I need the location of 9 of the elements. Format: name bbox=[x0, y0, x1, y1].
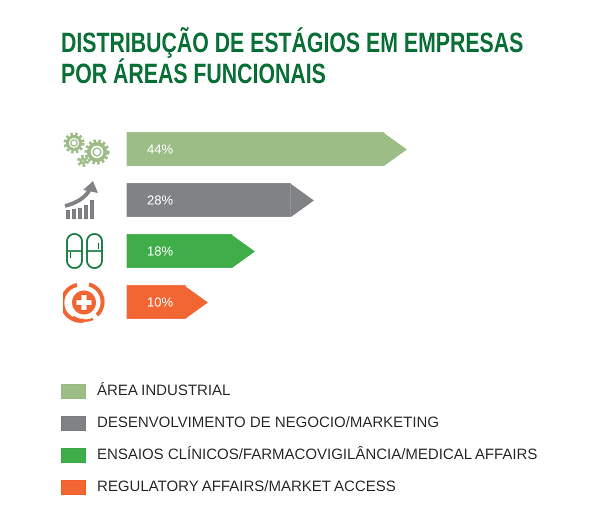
legend-label: DESENVOLVIMENTO DE NEGOCIO/MARKETING bbox=[97, 414, 439, 432]
chart-title: DISTRIBUÇÃO DE ESTÁGIOS EM EMPRESAS POR ÁREAS FUNCIONAIS bbox=[61, 27, 524, 89]
data-label: 10% bbox=[147, 294, 174, 310]
data-label: 44% bbox=[147, 142, 174, 157]
legend-label: REGULATORY AFFAIRS/MARKET ACCESS bbox=[97, 478, 396, 496]
data-label: 28% bbox=[147, 192, 174, 208]
legend-label: ÁREA INDUSTRIAL bbox=[97, 382, 230, 400]
legend-label: ENSAIOS CLÍNICOS/FARMACOVIGILÂNCIA/MEDICAL AFFAIRS bbox=[97, 446, 538, 464]
data-label: 18% bbox=[147, 244, 174, 259]
